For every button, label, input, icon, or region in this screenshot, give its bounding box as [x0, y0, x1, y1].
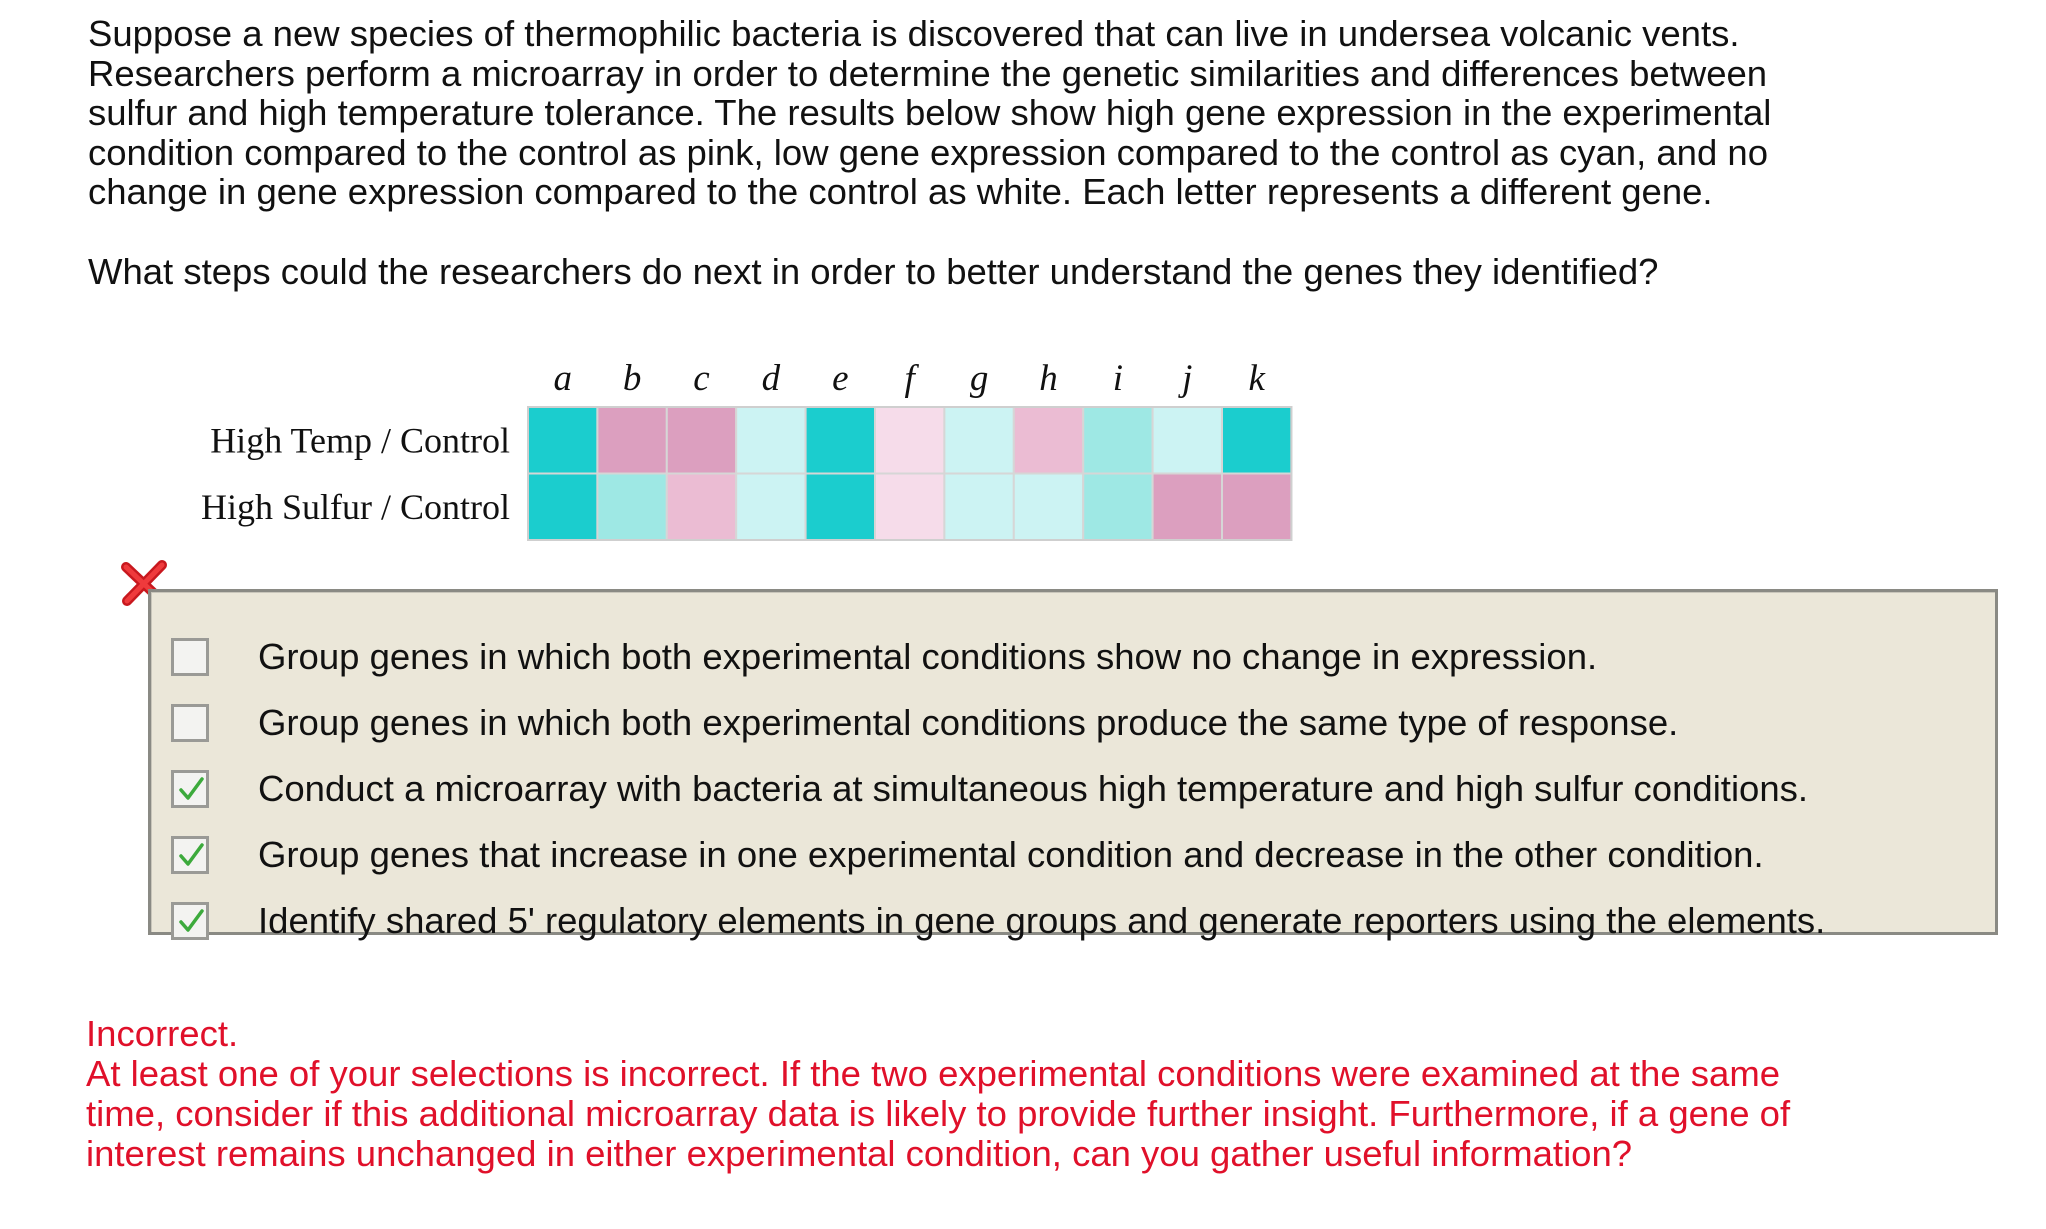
stem-line-1: Suppose a new species of thermophilic ba…	[88, 13, 1740, 54]
heatmap-cell-j-1	[1151, 472, 1223, 541]
gene-label-b: b	[623, 358, 642, 399]
checkbox-2[interactable]	[171, 770, 209, 808]
heatmap-cell-g-0	[943, 406, 1015, 475]
heatmap-cell-f-0	[874, 406, 946, 475]
checkbox-3[interactable]	[171, 836, 209, 874]
question-stem: Suppose a new species of thermophilic ba…	[88, 14, 1968, 212]
condition-label-0: High Temp / Control	[210, 420, 510, 460]
feedback-title: Incorrect.	[86, 1013, 239, 1054]
gene-label-j: j	[1178, 358, 1192, 399]
gene-label-k: k	[1248, 358, 1265, 399]
heatmap-cell-b-1	[596, 472, 668, 541]
option-label-2: Conduct a microarray with bacteria at si…	[258, 768, 1809, 809]
heatmap-cell-k-1	[1221, 472, 1293, 541]
heatmap-cell-i-1	[1082, 472, 1154, 541]
heatmap-cell-e-1	[804, 472, 876, 541]
heatmap-cell-h-1	[1012, 472, 1085, 541]
answer-options: Group genes in which both experimental c…	[148, 589, 1998, 941]
gene-label-c: c	[693, 358, 710, 399]
heatmap-cell-j-0	[1151, 406, 1223, 475]
heatmap-cell-d-0	[735, 406, 807, 475]
option-4[interactable]: Identify shared 5' regulatory elements i…	[171, 896, 1825, 946]
feedback-line-1: At least one of your selections is incor…	[86, 1053, 1781, 1094]
gene-label-f: f	[905, 358, 920, 399]
heatmap-frame	[527, 406, 1293, 541]
checkbox-0[interactable]	[171, 638, 209, 676]
option-0[interactable]: Group genes in which both experimental c…	[171, 632, 1597, 682]
check-icon	[179, 777, 204, 800]
gene-label-i: i	[1113, 358, 1123, 399]
feedback-line-2: time, consider if this additional microa…	[86, 1093, 1791, 1134]
stem-line-5: change in gene expression compared to th…	[88, 171, 1713, 212]
option-2[interactable]: Conduct a microarray with bacteria at si…	[171, 764, 1808, 814]
option-label-1: Group genes in which both experimental c…	[258, 702, 1679, 743]
option-label-0: Group genes in which both experimental c…	[258, 636, 1598, 677]
heatmap-cell-f-1	[874, 472, 946, 541]
option-1[interactable]: Group genes in which both experimental c…	[171, 698, 1678, 748]
gene-label-a: a	[553, 358, 572, 399]
checkbox-4[interactable]	[171, 902, 209, 940]
option-3[interactable]: Group genes that increase in one experim…	[171, 830, 1764, 880]
condition-label-1: High Sulfur / Control	[201, 487, 510, 527]
stem-line-2: Researchers perform a microarray in orde…	[88, 52, 1768, 94]
checkbox-1[interactable]	[171, 704, 209, 742]
feedback-message: Incorrect. At least one of your selectio…	[86, 1014, 1790, 1174]
heatmap-cell-c-0	[665, 406, 738, 475]
heatmap-cell-g-1	[943, 472, 1015, 541]
check-icon	[179, 843, 204, 866]
heatmap-cell-a-1	[527, 472, 599, 541]
gene-label-e: e	[832, 358, 848, 399]
gene-label-h: h	[1039, 358, 1058, 399]
option-label-4: Identify shared 5' regulatory elements i…	[258, 900, 1826, 941]
option-label-3: Group genes that increase in one experim…	[258, 834, 1764, 875]
heatmap-cell-h-0	[1012, 406, 1085, 475]
heatmap-cell-k-0	[1221, 406, 1293, 475]
stem-line-4: condition compared to the control as pin…	[88, 131, 1768, 173]
feedback-line-3: interest remains unchanged in either exp…	[86, 1133, 1633, 1174]
heatmap-cell-a-0	[527, 406, 599, 475]
heatmap-cell-e-0	[804, 406, 876, 475]
stem-line-3: sulfur and high temperature tolerance. T…	[88, 92, 1772, 133]
gene-label-d: d	[762, 358, 781, 399]
heatmap-cell-c-1	[665, 472, 738, 541]
check-icon	[179, 909, 204, 932]
question-text: What steps could the researchers do next…	[88, 251, 1659, 292]
gene-label-g: g	[970, 358, 989, 399]
heatmap-cell-d-1	[735, 472, 807, 541]
heatmap-cell-b-0	[596, 406, 668, 475]
heatmap-cell-i-0	[1082, 406, 1154, 475]
